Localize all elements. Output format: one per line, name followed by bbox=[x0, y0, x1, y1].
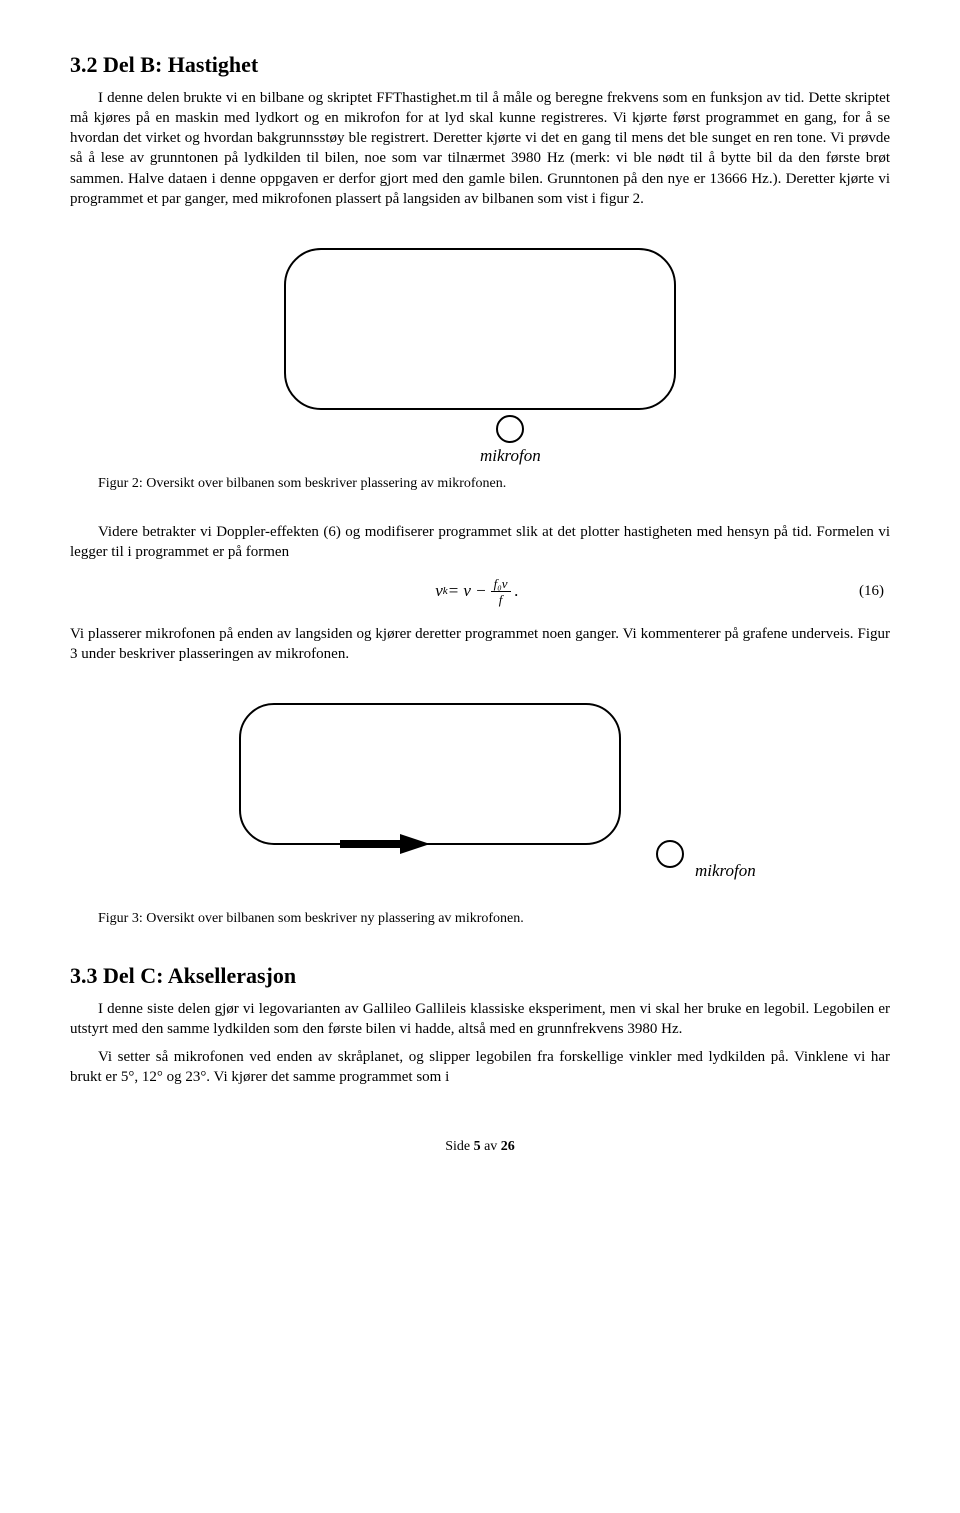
mic-placement-text: Vi plasserer mikrofonen på enden av lang… bbox=[70, 624, 890, 665]
section-c-p1: I denne siste delen gjør vi legovariante… bbox=[70, 999, 890, 1040]
figure-3-svg: mikrofon bbox=[175, 694, 785, 904]
page-num: 5 bbox=[474, 1139, 481, 1154]
mic-label: mikrofon bbox=[480, 446, 541, 465]
eq-frac-num: f₀v bbox=[491, 577, 511, 592]
equation-16: vk = v − f₀v f . (16) bbox=[70, 577, 890, 606]
mic-label: mikrofon bbox=[695, 861, 756, 880]
page-footer: Side 5 av 26 bbox=[70, 1138, 890, 1157]
section-c-p2: Vi setter så mikrofonen ved enden av skr… bbox=[70, 1047, 890, 1088]
microphone-icon bbox=[497, 416, 523, 442]
track-outline bbox=[285, 249, 675, 409]
eq-lhs: v bbox=[435, 580, 443, 603]
figure-2: mikrofon Figur 2: Oversikt over bilbanen… bbox=[70, 239, 890, 494]
total-pages: 26 bbox=[501, 1139, 515, 1154]
eq-frac-den: f bbox=[496, 592, 506, 606]
track-outline bbox=[240, 704, 620, 844]
figure-2-caption: Figur 2: Oversikt over bilbanen som besk… bbox=[70, 475, 890, 494]
section-b-text: I denne delen brukte vi en bilbane og sk… bbox=[70, 88, 890, 210]
section-c-heading: 3.3 Del C: Aksellerasjon bbox=[70, 961, 890, 991]
footer-av: av bbox=[481, 1139, 501, 1154]
figure-3-caption: Figur 3: Oversikt over bilbanen som besk… bbox=[70, 910, 890, 929]
arrow-icon bbox=[340, 834, 430, 854]
figure-2-svg: mikrofon bbox=[210, 239, 750, 469]
microphone-icon bbox=[657, 841, 683, 867]
footer-side: Side bbox=[445, 1139, 473, 1154]
doppler-intro: Videre betrakter vi Doppler-effekten (6)… bbox=[70, 522, 890, 563]
figure-3: mikrofon Figur 3: Oversikt over bilbanen… bbox=[70, 694, 890, 929]
section-b-heading: 3.2 Del B: Hastighet bbox=[70, 50, 890, 80]
eq-number: (16) bbox=[519, 581, 890, 601]
eq-fraction: f₀v f bbox=[491, 577, 511, 606]
eq-mid: = v − bbox=[448, 580, 487, 603]
